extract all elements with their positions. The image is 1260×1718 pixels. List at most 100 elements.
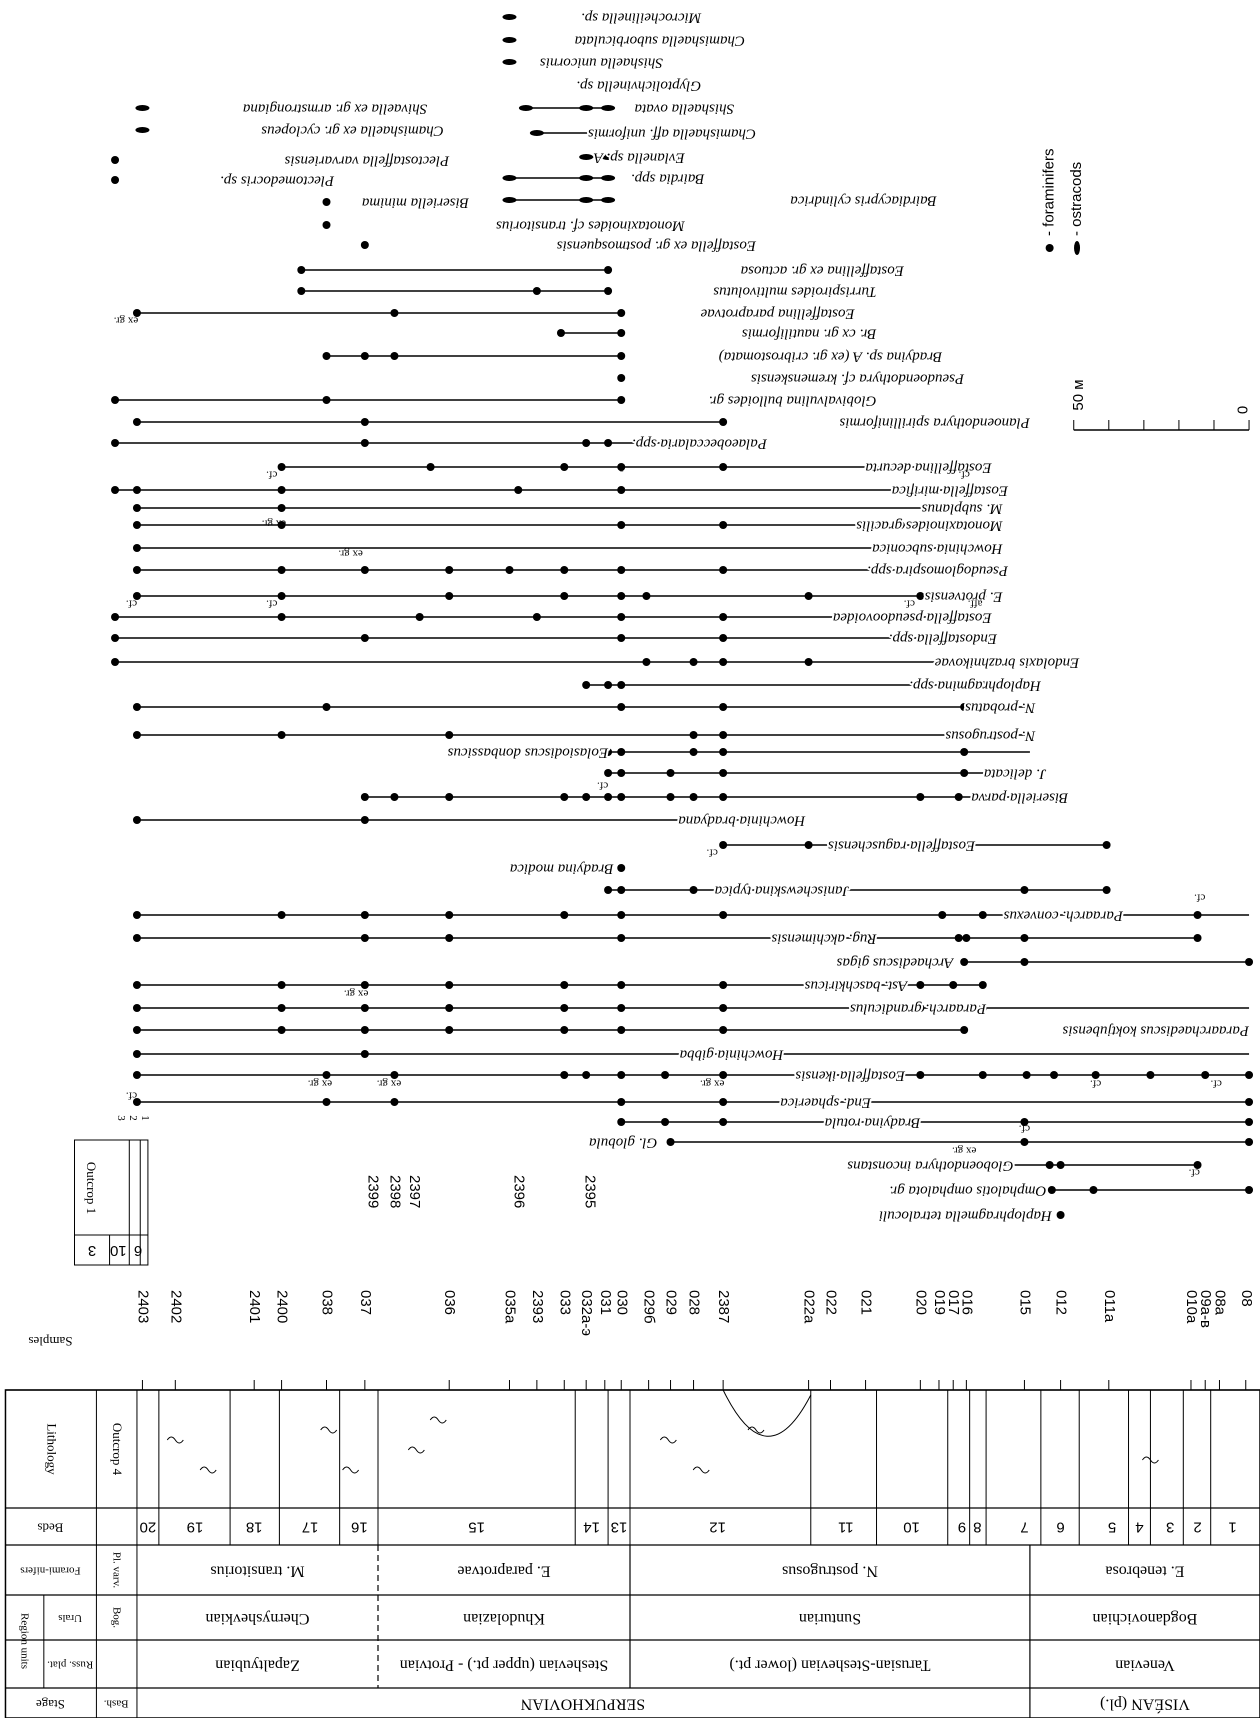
foraminifer-mark bbox=[514, 486, 522, 494]
foraminifer-mark bbox=[445, 981, 453, 989]
taxon-name: Monotaxinoides cf. transitorius bbox=[496, 218, 686, 234]
foraminifer-mark bbox=[617, 1071, 625, 1079]
header-cell: Pl. varv. bbox=[111, 1552, 123, 1589]
foraminifer-mark bbox=[133, 504, 141, 512]
bed-number: 18 bbox=[246, 1519, 263, 1536]
lithology-symbol bbox=[200, 1467, 216, 1473]
ostracod-mark bbox=[519, 105, 533, 111]
lithology-profile bbox=[723, 1390, 811, 1436]
taxon-name: Chamishaella ex gr. cyclopeus bbox=[261, 123, 444, 139]
foraminifer-mark bbox=[133, 703, 141, 711]
header-cell: Bash. bbox=[104, 1697, 129, 1709]
foraminifer-mark bbox=[361, 1004, 369, 1012]
foraminifer-mark bbox=[719, 1026, 727, 1034]
taxon-name: N. postrugosus bbox=[945, 728, 1036, 744]
taxon-name: Eostaffella ikensis bbox=[795, 1068, 906, 1084]
foraminifer-mark bbox=[133, 418, 141, 426]
foraminifer-mark bbox=[719, 731, 727, 739]
foraminifer-mark bbox=[278, 504, 286, 512]
foraminifer-mark bbox=[805, 841, 813, 849]
foraminifer-mark bbox=[111, 658, 119, 666]
foraminifer-mark bbox=[427, 463, 435, 471]
taxon-name: Janischewskina typica bbox=[715, 883, 850, 899]
foraminifer-mark bbox=[617, 1118, 625, 1126]
foraminifer-mark bbox=[1089, 1186, 1097, 1194]
zone-cell: Venevian bbox=[1115, 1656, 1175, 1673]
foraminifer-mark bbox=[133, 731, 141, 739]
foraminifer-mark bbox=[361, 1050, 369, 1058]
outcrop-level: 1 bbox=[139, 1115, 151, 1121]
sample-label: 2396 bbox=[510, 1175, 527, 1208]
stage-cell: VISÉAN (pl.) bbox=[1100, 1695, 1190, 1714]
foraminifer-mark bbox=[916, 1071, 924, 1079]
sample-label: 029б bbox=[641, 1290, 658, 1324]
sample-label: 08 bbox=[1238, 1290, 1255, 1307]
annotation: ? bbox=[619, 461, 624, 473]
taxon-name: Plectomedocris sp. bbox=[220, 173, 335, 189]
bed-number: 15 bbox=[468, 1519, 485, 1536]
outcrop-bed: 10 bbox=[110, 1242, 127, 1259]
foraminifer-mark bbox=[1103, 841, 1111, 849]
foraminifer-mark bbox=[1245, 1186, 1253, 1194]
foraminifer-mark bbox=[323, 396, 331, 404]
bed-number: 13 bbox=[611, 1519, 628, 1536]
taxon-name: Bradyina rotula bbox=[825, 1115, 921, 1131]
foraminifer-mark bbox=[133, 521, 141, 529]
foraminifer-mark bbox=[719, 793, 727, 801]
foraminifer-mark bbox=[1050, 1071, 1058, 1079]
legend-label: - ostracods bbox=[1068, 162, 1085, 236]
foraminifer-mark bbox=[1046, 1161, 1054, 1169]
foraminifer-mark bbox=[617, 1004, 625, 1012]
taxon-name: Gl. globula bbox=[589, 1135, 657, 1151]
annotation: cf. bbox=[1194, 891, 1206, 903]
foraminifer-mark bbox=[805, 658, 813, 666]
foraminifer-mark bbox=[949, 981, 957, 989]
taxon-name: Eostaffella pseudoovoidea bbox=[833, 610, 993, 626]
foraminifer-mark bbox=[667, 1138, 675, 1146]
taxon-name: Bradyina sp. A (ex gr. cribrostomata) bbox=[719, 349, 942, 365]
foraminifer-mark bbox=[133, 981, 141, 989]
taxon-name: Eostaffella mirifica bbox=[892, 483, 1009, 499]
foraminifer-mark bbox=[445, 566, 453, 574]
foraminifer-mark bbox=[1023, 1071, 1031, 1079]
zone-cell: Steshevian (upper pt.) - Protvian bbox=[400, 1656, 608, 1673]
sample-label: 022 bbox=[823, 1290, 840, 1315]
foraminifer-mark bbox=[278, 613, 286, 621]
bed-number: 12 bbox=[709, 1519, 726, 1536]
foraminifer-mark bbox=[111, 176, 119, 184]
taxon-name: Bairdiacypris cylindrica bbox=[790, 193, 937, 209]
sample-label: 021 bbox=[858, 1290, 875, 1315]
ostracod-mark bbox=[502, 197, 516, 203]
foraminifer-mark bbox=[719, 1118, 727, 1126]
taxon-name: Haplophragmella tetraloculi bbox=[879, 1208, 1053, 1224]
foraminifer-mark bbox=[390, 352, 398, 360]
annotation: ex gr. bbox=[307, 1077, 332, 1089]
foraminifer-mark bbox=[323, 221, 331, 229]
foraminifer-mark bbox=[133, 1071, 141, 1079]
taxon-name: Br. cx gr. nautiliformis bbox=[742, 326, 877, 342]
header-cell: Bog. bbox=[111, 1607, 123, 1628]
foraminifer-mark bbox=[133, 1026, 141, 1034]
foraminifer-mark bbox=[560, 566, 568, 574]
foraminifer-mark bbox=[582, 793, 590, 801]
foraminifer-mark bbox=[560, 1026, 568, 1034]
foraminifer-mark bbox=[617, 793, 625, 801]
foraminifer-mark bbox=[617, 566, 625, 574]
bed-number: 3 bbox=[1166, 1519, 1174, 1536]
taxon-name: Globivalvulina bulloides gr. bbox=[709, 393, 877, 409]
foraminifer-mark bbox=[582, 681, 590, 689]
taxon-name: Eostaffellina paraprotvae bbox=[700, 306, 855, 322]
sample-label: 015 bbox=[1016, 1290, 1033, 1315]
foraminifer-mark bbox=[719, 981, 727, 989]
annotation: cf. bbox=[266, 468, 278, 480]
foraminifer-mark bbox=[278, 911, 286, 919]
header-cell: Urals bbox=[58, 1612, 82, 1624]
foraminifer-mark bbox=[278, 1026, 286, 1034]
sample-label: 2397 bbox=[406, 1175, 423, 1208]
sample-label: 032а-э bbox=[578, 1290, 595, 1336]
sample-label: 2393 bbox=[529, 1290, 546, 1323]
bed-number: 10 bbox=[903, 1519, 920, 1536]
taxon-name: Omphalotis omphalota gr. bbox=[889, 1183, 1046, 1199]
taxon-name: Paraarch. convexus bbox=[1003, 908, 1124, 924]
lithology-symbol bbox=[343, 1467, 359, 1473]
